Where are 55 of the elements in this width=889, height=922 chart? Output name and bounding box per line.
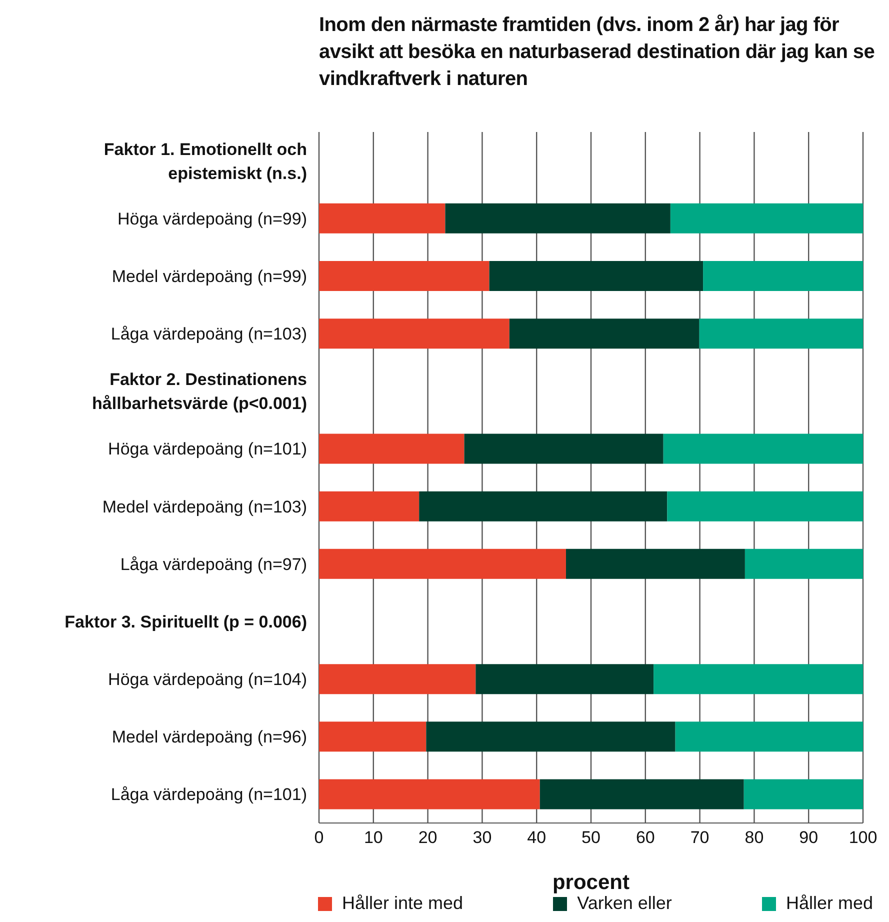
y-tick-label: Medel värdepoäng (n=99) — [112, 266, 307, 286]
y-tick-label: Höga värdepoäng (n=99) — [118, 209, 307, 228]
bar — [319, 318, 510, 349]
bar — [319, 434, 464, 464]
y-tick-label: Faktor 2. Destinationens hållbarhetsvärde (p<0.001) — [92, 370, 307, 414]
bar — [699, 318, 863, 349]
bar — [566, 548, 745, 579]
x-tick-label: 80 — [744, 828, 764, 848]
legend-label: Håller med — [784, 893, 873, 914]
bar — [319, 491, 420, 522]
bar — [426, 722, 676, 752]
y-tick-label: Låga värdepoäng (n=103) — [110, 324, 307, 344]
x-tick-label: 90 — [799, 828, 818, 848]
bar — [744, 548, 863, 579]
bar — [509, 318, 700, 349]
bar — [744, 779, 863, 810]
x-tick-label: 50 — [582, 828, 600, 848]
bar — [667, 491, 863, 522]
x-axis-title: procent — [552, 871, 630, 894]
x-tick-label: 40 — [527, 828, 546, 848]
bar — [675, 722, 863, 752]
legend-label: Håller inte med — [341, 893, 464, 914]
bar — [319, 779, 540, 810]
bar — [663, 434, 863, 464]
y-tick-label: Faktor 3. Spirituellt (p = 0.006) — [64, 612, 307, 632]
x-tick-label: 70 — [690, 828, 710, 848]
y-tick-label: Låga värdepoäng (n=97) — [120, 554, 307, 574]
x-tick-label: 20 — [418, 828, 438, 848]
bar — [319, 260, 490, 291]
bar — [319, 722, 426, 752]
bar — [319, 664, 476, 694]
bar — [319, 548, 566, 579]
x-tick-label: 100 — [848, 828, 878, 848]
bar — [445, 203, 670, 234]
y-tick-label: Låga värdepoäng (n=101) — [110, 785, 307, 804]
y-tick-label: Höga värdepoäng (n=101) — [108, 440, 307, 459]
x-tick-label: 10 — [364, 828, 383, 848]
legend-label: Varken eller — [577, 893, 672, 914]
y-tick-label: Höga värdepoäng (n=104) — [108, 670, 307, 690]
bar — [464, 434, 664, 464]
y-tick-label: Medel värdepoäng (n=103) — [102, 497, 307, 516]
bar — [703, 260, 863, 291]
x-tick-label: 0 — [314, 828, 324, 848]
bar — [654, 664, 863, 694]
y-tick-label: Faktor 1. Emotionellt och epistemiskt (n.s.) — [104, 140, 307, 183]
x-tick-label: 60 — [636, 828, 655, 848]
x-tick-label: 30 — [472, 828, 492, 848]
bar — [319, 203, 446, 234]
bar — [670, 203, 863, 234]
bar — [540, 779, 744, 810]
chart-title: Inom den närmaste framtiden (dvs. inom 2 år) har jag för avsikt att besöka en naturbaserad destination där jag kan se vindkraftverk i naturen — [319, 13, 876, 92]
y-tick-label: Medel värdepoäng (n=96) — [112, 728, 307, 747]
bar — [489, 260, 704, 291]
bar — [476, 664, 654, 694]
bar — [419, 491, 668, 522]
